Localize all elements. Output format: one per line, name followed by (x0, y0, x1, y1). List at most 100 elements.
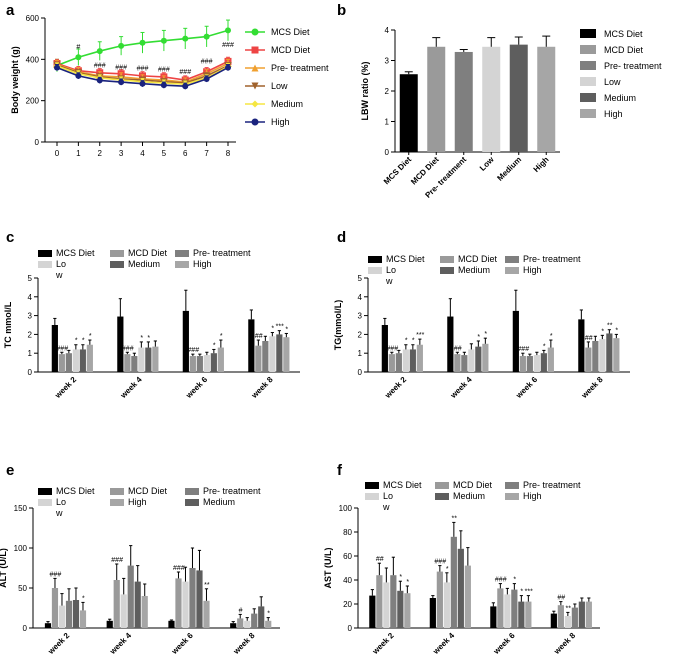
panel-f-significance-label: * (399, 574, 402, 581)
panel-f-bar (564, 616, 571, 628)
panel-c-y-tick-label: 5 (28, 274, 33, 283)
panel-c-bar (210, 353, 217, 372)
panel-e-x-category-label: week 4 (107, 631, 133, 657)
panel-d-bar (461, 355, 468, 372)
panel-c-bar (217, 347, 224, 372)
panel-b-bar (427, 46, 446, 152)
panel-c-significance-label: * (220, 333, 223, 340)
panel-f-y-tick-label: 0 (348, 624, 353, 633)
panel-c-bar (269, 336, 276, 372)
panel-f-legend-label: MCD Diet (453, 480, 493, 490)
panel-c-bar (72, 349, 79, 372)
panel-a-x-tick-label: 1 (76, 149, 81, 158)
panel-d-bar (519, 356, 526, 372)
panel-f-x-category-label: week 2 (370, 631, 396, 657)
panel-d-bar (585, 347, 592, 372)
panel-letter-f: f (337, 462, 343, 479)
panel-f-legend-swatch (435, 482, 449, 489)
panel-b-legend-label: Pre- treatment (604, 61, 662, 71)
panel-d-bar (468, 349, 475, 372)
panel-d-legend-label: Medium (458, 265, 490, 275)
panel-a-legend-label: Pre- treatment (271, 63, 329, 73)
panel-b-x-category-label: MCS Diet (382, 155, 413, 186)
panel-a-data-point (139, 80, 146, 87)
panel-a-significance-label: ### (201, 58, 213, 65)
panel-e-x-category-label: week 8 (231, 631, 257, 657)
panel-e-bar (106, 620, 113, 628)
panel-f-bar (525, 601, 532, 628)
panel-f-significance-label: ** (566, 605, 572, 612)
panel-e-significance-label: ** (204, 582, 210, 589)
panel-c-y-axis-title: TC mmol/L (3, 301, 13, 348)
panel-d-significance-label: *** (416, 332, 424, 339)
panel-b-y-tick-label: 1 (385, 118, 390, 127)
panel-e-significance-label: ### (173, 565, 185, 572)
panel-b-x-category-label: Low (478, 155, 496, 173)
panel-a-x-tick-label: 2 (98, 149, 103, 158)
panel-c-legend-label: MCS Diet (56, 248, 95, 258)
panel-e-bar (58, 605, 66, 628)
panel-f-bar-chart: 0 20 40 60 80 100 AST (U/L) week 2 week 4 week 6 w… (323, 480, 600, 657)
panel-c-significance-label: * (213, 342, 216, 349)
panel-e-bar (258, 606, 265, 628)
panel-f-bar (511, 589, 518, 628)
panel-c-bar (182, 310, 189, 372)
panel-a-x-tick-label: 6 (183, 149, 188, 158)
panel-a-data-point (203, 75, 210, 82)
panel-a-legend-label: MCS Diet (271, 27, 310, 37)
panel-c-significance-label: ### (122, 345, 134, 352)
panel-d-x-category-label: week 4 (448, 375, 474, 401)
panel-f-bar (490, 606, 497, 628)
panel-d-bar (578, 319, 585, 372)
panel-f-bar (429, 598, 436, 628)
panel-c-significance-label: ### (187, 347, 199, 354)
panel-f-significance-label: *** (525, 589, 533, 596)
panel-a-data-point (160, 37, 167, 44)
panel-d-bar (454, 354, 461, 372)
panel-f-bar (369, 595, 376, 628)
panel-a-legend-marker (251, 64, 259, 72)
panel-d-legend-swatch (368, 256, 382, 263)
panel-d-significance-label: ## (454, 345, 462, 352)
panel-d-significance-label: * (615, 327, 618, 334)
panel-d-x-category-label: week 6 (514, 375, 540, 401)
panel-e-bar (51, 588, 59, 628)
panel-d-y-tick-label: 2 (358, 330, 363, 339)
panel-e-bar (251, 613, 258, 628)
panel-b-bar (454, 51, 473, 152)
panel-f-x-category-label: week 4 (431, 631, 457, 657)
panel-e-bar-chart: 0 50 100 150 ALT (U/L) week 2 week 4 week 6 week… (0, 486, 280, 657)
panel-b-x-category-label: High (532, 155, 551, 174)
panel-e-legend-label: Lo (56, 497, 66, 507)
panel-d-bar (395, 353, 402, 372)
panel-d-bar (512, 310, 519, 372)
panel-f-bar (376, 575, 383, 628)
panel-f-bar (404, 593, 411, 628)
panel-e-bar (244, 620, 251, 628)
panel-b-bar (509, 44, 528, 152)
panel-e-bar (265, 620, 272, 628)
panel-c-legend-label: Pre- treatment (193, 248, 251, 258)
panel-c-x-category-label: week 4 (118, 375, 144, 401)
panel-a-data-point (160, 82, 167, 89)
panel-d-bar (409, 349, 416, 372)
panel-c-bar (189, 356, 196, 372)
panel-c-bar (276, 334, 283, 372)
panel-e-legend-label: MCD Diet (128, 486, 168, 496)
panel-c-bar (255, 345, 262, 372)
panel-e-legend-swatch (38, 499, 52, 506)
panel-f-legend-label: MCS Diet (383, 480, 422, 490)
panel-d-significance-label: * (550, 333, 553, 340)
panel-c-significance-label: * (285, 326, 288, 333)
panel-c-bar (86, 344, 93, 372)
panel-e-legend-swatch (185, 499, 199, 506)
panel-b-y-tick-label: 2 (385, 87, 390, 96)
panel-e-legend-label: Pre- treatment (203, 486, 261, 496)
panel-e-y-tick-label: 150 (14, 504, 28, 513)
panel-f-significance-label: * (513, 577, 516, 584)
panel-f-y-axis-title: AST (U/L) (323, 548, 333, 589)
panel-d-significance-label: * (601, 328, 604, 335)
panel-c-x-category-label: week 6 (184, 375, 210, 401)
panel-a-data-point (54, 64, 60, 71)
